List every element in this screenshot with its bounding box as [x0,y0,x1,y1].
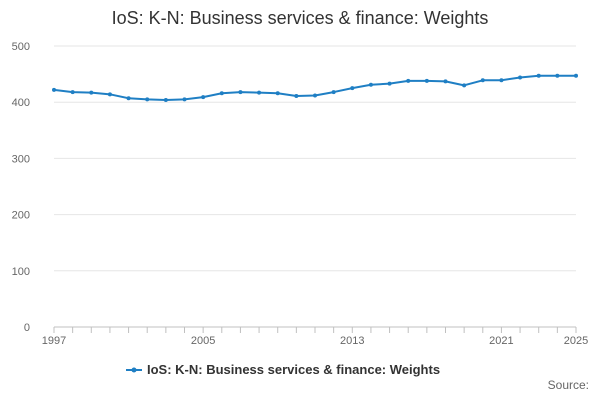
legend-item[interactable]: IoS: K-N: Business services & finance: W… [126,362,440,377]
x-tick-label: 2013 [340,335,364,347]
x-tick-label: 2005 [191,335,215,347]
source-label: Source: [547,378,589,392]
y-tick-label: 100 [12,266,30,278]
data-point[interactable] [275,91,280,96]
data-point[interactable] [294,94,299,99]
data-point[interactable] [126,96,131,101]
y-tick-label: 0 [24,322,30,334]
data-point[interactable] [443,79,448,84]
data-point[interactable] [574,73,578,78]
data-point[interactable] [368,82,373,87]
data-point[interactable] [350,86,355,91]
legend-swatch-marker [131,367,137,373]
x-tick-label: 1997 [42,335,66,347]
data-point[interactable] [536,73,541,78]
data-point[interactable] [480,78,485,83]
x-tick-label: 2025 [564,335,588,347]
chart-title: IoS: K-N: Business services & finance: W… [111,8,489,28]
data-point[interactable] [462,83,467,88]
y-tick-label: 200 [12,210,30,222]
x-axis-ticks: 1997 2005 2013 2021 2025 [42,327,588,347]
data-point[interactable] [257,90,262,95]
data-point[interactable] [219,91,224,96]
data-point[interactable] [406,78,411,83]
data-point[interactable] [163,97,168,102]
data-point[interactable] [238,90,243,95]
data-point[interactable] [182,97,187,102]
data-point[interactable] [107,92,112,97]
legend-label: IoS: K-N: Business services & finance: W… [147,362,440,377]
data-point[interactable] [201,95,206,100]
series-group [52,73,578,102]
gridlines [54,45,576,272]
legend[interactable]: IoS: K-N: Business services & finance: W… [126,362,440,377]
data-point[interactable] [387,81,392,86]
x-tick-label: 2021 [489,335,513,347]
data-point[interactable] [52,87,56,92]
y-tick-label: 500 [12,41,30,53]
data-point[interactable] [518,75,523,80]
data-point[interactable] [145,97,150,102]
y-axis: 0 100 200 300 400 500 [12,41,30,334]
y-tick-label: 400 [12,97,30,109]
data-point[interactable] [70,90,75,95]
data-point[interactable] [555,73,560,78]
data-point[interactable] [89,90,94,95]
data-point[interactable] [424,78,429,83]
data-point[interactable] [313,93,317,98]
y-tick-label: 300 [12,153,30,165]
data-point[interactable] [331,90,336,95]
data-point[interactable] [499,78,504,83]
